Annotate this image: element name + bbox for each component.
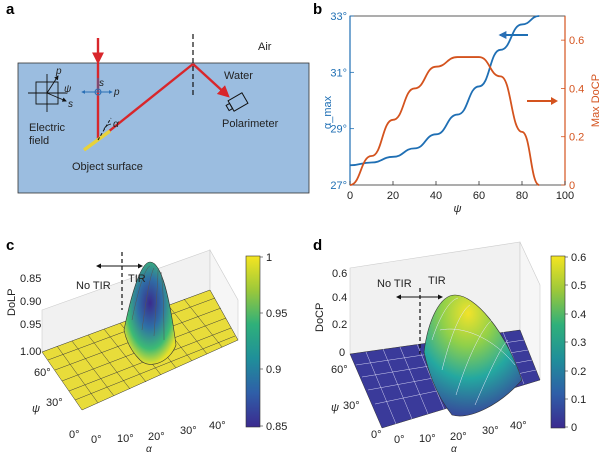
xt-c-20: 20°: [148, 431, 165, 443]
zt-c-3: 1.00: [20, 346, 41, 358]
panel-label-d: d: [313, 237, 322, 254]
docp-axis-label: DoCP: [314, 303, 326, 332]
polarimeter-icon: [225, 92, 249, 112]
no-tir-label-c: No TIR: [76, 280, 111, 292]
water-label: Water: [224, 70, 253, 82]
s-label-field: s: [68, 99, 73, 110]
xt-c-10: 10°: [117, 433, 134, 445]
tir-label-c: TIR: [128, 273, 146, 285]
xt-d-0b: 0°: [394, 434, 405, 446]
yt-c-30: 30°: [46, 397, 63, 409]
cb-c-09: 0.9: [266, 364, 281, 376]
beam-polarization-axes: [81, 78, 113, 96]
electric-field-axes: [28, 74, 67, 112]
cb-c-1: 1: [266, 252, 272, 264]
polarimeter-label: Polarimeter: [222, 118, 279, 130]
tir-label-d: TIR: [428, 275, 446, 287]
xt-d-30: 30°: [482, 425, 499, 437]
surface-d: [349, 241, 541, 429]
y-right-axis-label-b: Max DoCP: [590, 74, 602, 127]
y-right-tick-label-b: 0.2: [569, 132, 584, 144]
y-left-tick-label-b: 29°: [330, 124, 347, 136]
electric-label: Electric: [29, 122, 66, 134]
zt-c-0: 0.85: [20, 273, 41, 285]
zt-d-06: 0.6: [332, 268, 347, 280]
x-tick-label-b: 100: [556, 190, 574, 202]
psi-axis-d: ψ: [331, 402, 339, 414]
y-left-tick-label-b: 33°: [330, 11, 347, 23]
zt-c-2: 0.95: [20, 319, 41, 331]
object-surface-label: Object surface: [72, 161, 143, 173]
reflected-beam: [97, 63, 194, 141]
y-right-tick-label-b: 0: [569, 180, 575, 192]
cb-d-05: 0.5: [571, 280, 586, 292]
panel-label-a: a: [6, 1, 15, 18]
xt-c-30: 30°: [180, 425, 197, 437]
psi-label-field: ψ: [64, 84, 72, 95]
cb-d-04: 0.4: [571, 309, 586, 321]
y-right-tick-label-b: 0.4: [569, 83, 584, 95]
y-left-tick-label-b: 31°: [330, 67, 347, 79]
s-label-beam: s: [99, 78, 104, 89]
x-tick-label-b: 80: [516, 190, 528, 202]
xt-c-40: 40°: [209, 420, 226, 432]
cb-d-02: 0.2: [571, 366, 586, 378]
colorbar-d: [550, 255, 566, 429]
x-axis-label-b: ψ: [453, 203, 461, 215]
yt-c-60: 60°: [34, 367, 51, 379]
x-tick-label-b: 40: [430, 190, 442, 202]
zt-d-0: 0: [339, 347, 345, 359]
alpha-axis-d: α: [451, 444, 457, 455]
p-label-beam: p: [113, 87, 120, 98]
y-left-tick-label-b: 27°: [330, 180, 347, 192]
cb-d-03: 0.3: [571, 337, 586, 349]
right-axis-indicator-head: [551, 97, 558, 105]
surface-c: [41, 248, 239, 411]
field-label: field: [29, 135, 49, 147]
psi-axis-c: ψ: [32, 403, 40, 415]
alpha-axis-c: α: [146, 444, 152, 455]
water-box: [17, 62, 310, 194]
alpha-arc: [103, 123, 112, 130]
max-docp-series: [349, 56, 540, 186]
tir-beam: [192, 63, 230, 98]
y-right-tick-label-b: 0.6: [569, 35, 584, 47]
x-tick-label-b: 60: [473, 190, 485, 202]
surface-normal: [97, 117, 112, 141]
zt-d-04: 0.4: [332, 292, 347, 304]
object-surface-line: [82, 129, 112, 152]
y-left-axis-label-b: α_max: [322, 95, 334, 129]
no-tir-label-d: No TIR: [377, 278, 412, 290]
x-tick-label-b: 20: [387, 190, 399, 202]
alpha-max-series: [349, 15, 540, 167]
zt-c-1: 0.90: [20, 296, 41, 308]
cb-d-06: 0.6: [571, 252, 586, 264]
panel-label-b: b: [313, 1, 322, 18]
alpha-label: α: [113, 119, 119, 130]
xt-d-10: 10°: [419, 433, 436, 445]
cb-c-085: 0.85: [266, 421, 287, 433]
dolp-axis-label: DoLP: [6, 288, 18, 316]
p-label-field: p: [55, 66, 62, 77]
panel-label-c: c: [6, 237, 14, 254]
chart-b: 0 20 40 60 80 100 27° 29° 31° 33° 0 0.2 0.4 0.6 ψ α_max…: [322, 11, 602, 215]
yt-d-60: 60°: [331, 364, 348, 376]
xt-d-40: 40°: [510, 420, 527, 432]
zt-d-02: 0.2: [332, 319, 347, 331]
cb-c-095: 0.95: [266, 308, 287, 320]
xt-d-0: 0°: [371, 429, 382, 441]
xt-d-20: 20°: [450, 431, 467, 443]
colorbar-c: [245, 255, 261, 428]
x-tick-label-b: 0: [347, 190, 353, 202]
yt-d-30: 30°: [343, 400, 360, 412]
air-label: Air: [258, 41, 272, 53]
cb-d-01: 0.1: [571, 394, 586, 406]
xt-c-0: 0°: [69, 429, 80, 441]
cb-d-0: 0: [571, 422, 577, 434]
xt-c-0b: 0°: [91, 434, 102, 446]
